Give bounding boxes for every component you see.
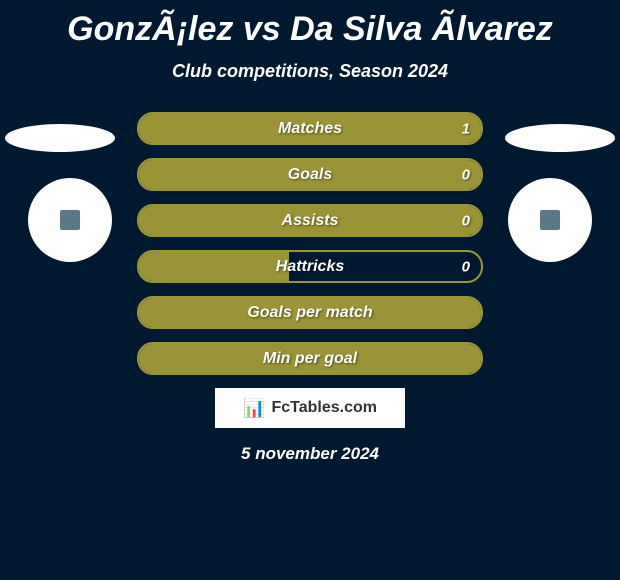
stat-label: Goals per match [247, 304, 372, 322]
stat-label: Matches [278, 120, 342, 138]
stat-value-right: 1 [462, 120, 470, 137]
stat-row: 1641Min per goal [0, 342, 620, 375]
footer-logo: 📊 FcTables.com [215, 388, 405, 428]
stat-bar: Min per goal [137, 342, 483, 375]
page-title: GonzÃ¡lez vs Da Silva Ãlvarez [0, 0, 620, 49]
stat-bar: Goals per match [137, 296, 483, 329]
stat-bar: Goals [137, 158, 483, 191]
stats-container: 12Matches11Goals01Assists00Hattricks00.0… [0, 112, 620, 375]
stat-row: 0.08Goals per match [0, 296, 620, 329]
stat-row: 1Goals0 [0, 158, 620, 191]
stat-label: Min per goal [263, 350, 357, 368]
stat-row: 1Assists0 [0, 204, 620, 237]
stat-bar: Assists [137, 204, 483, 237]
stat-label: Goals [288, 166, 332, 184]
stat-row: 0Hattricks0 [0, 250, 620, 283]
stat-bar-left [139, 114, 402, 143]
stat-value-right: 0 [462, 258, 470, 275]
logo-icon: 📊 [243, 398, 265, 419]
stat-bar: Matches [137, 112, 483, 145]
stat-row: 12Matches1 [0, 112, 620, 145]
stat-value-right: 0 [462, 212, 470, 229]
stat-bar-left [139, 252, 289, 281]
stat-bar: Hattricks [137, 250, 483, 283]
page-subtitle: Club competitions, Season 2024 [0, 61, 620, 82]
stat-value-right: 0 [462, 166, 470, 183]
stat-label: Hattricks [276, 258, 344, 276]
date-text: 5 november 2024 [0, 444, 620, 464]
footer-logo-text: FcTables.com [271, 399, 377, 417]
stat-label: Assists [282, 212, 339, 230]
